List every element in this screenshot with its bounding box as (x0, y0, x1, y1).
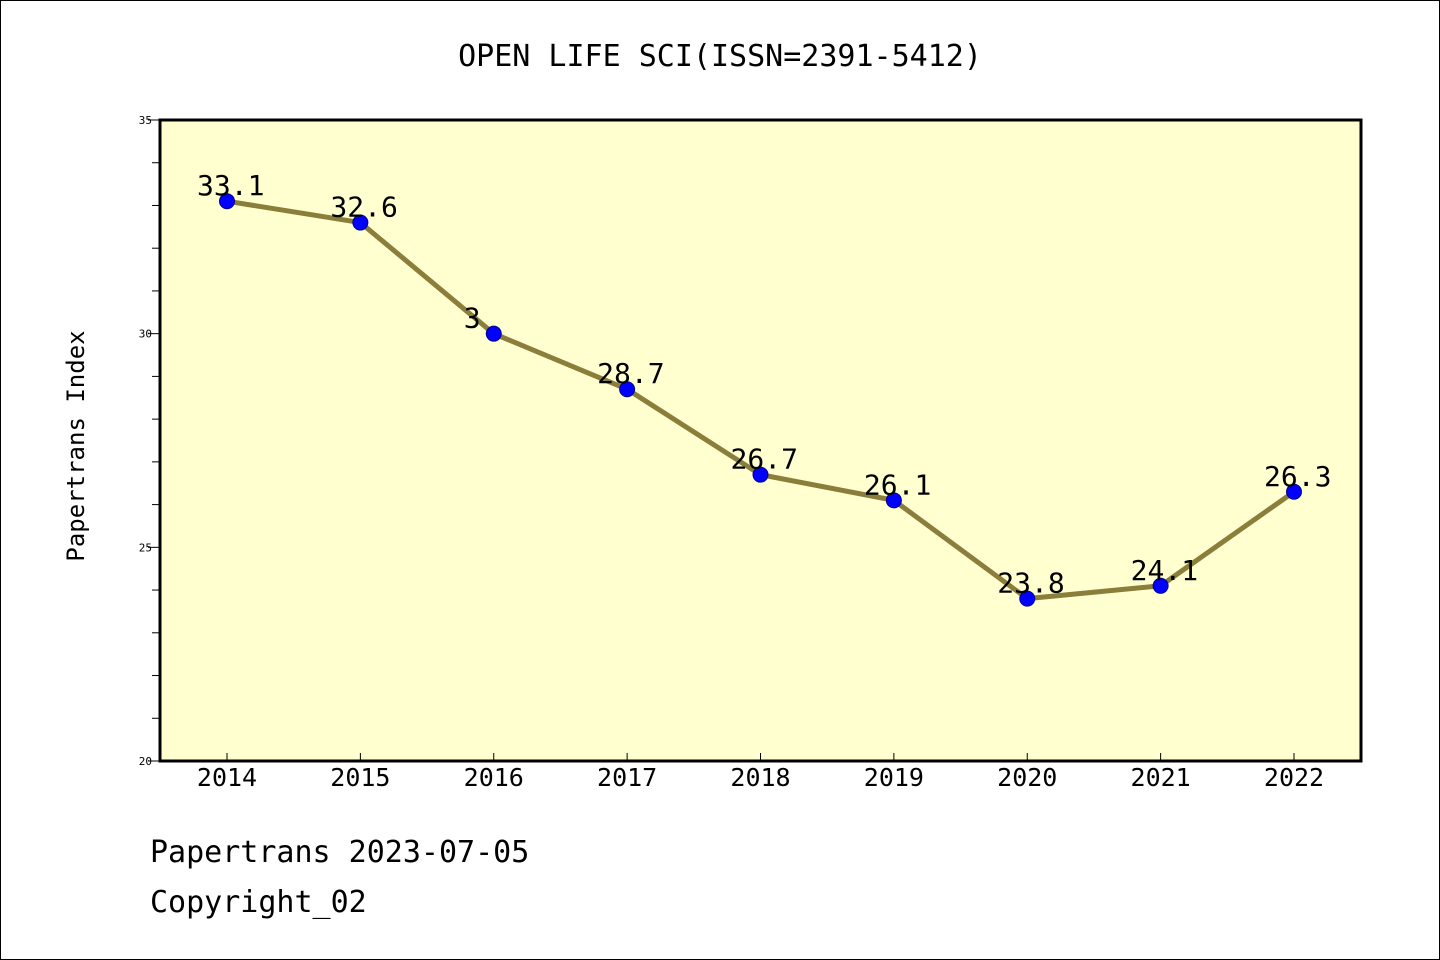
data-point (1019, 590, 1036, 607)
data-label: 33.1 (197, 169, 264, 202)
x-tick-label: 2019 (864, 763, 924, 792)
x-tick-label: 2016 (464, 763, 524, 792)
data-point (1152, 577, 1169, 594)
x-tick-label: 2017 (597, 763, 657, 792)
x-tick-label: 2021 (1131, 763, 1191, 792)
data-point (485, 325, 502, 342)
y-tick-label: 30 (139, 328, 152, 341)
x-tick-label: 2014 (197, 763, 257, 792)
x-tick-label: 2018 (730, 763, 790, 792)
data-point (1286, 483, 1302, 500)
chart-title: OPEN LIFE SCI(ISSN=2391-5412) (458, 39, 982, 74)
data-point (885, 492, 902, 509)
data-label: 32.6 (330, 191, 397, 224)
footer-date: Papertrans 2023-07-05 (150, 835, 530, 870)
x-tick-label: 2015 (330, 763, 390, 792)
data-label: 26.1 (864, 468, 931, 501)
y-axis-label: Papertrans Index (62, 330, 90, 561)
y-axis: 20 25 30 35 (139, 114, 160, 768)
series-layer: 33.1 32.6 3 28.7 26.7 26.1 23.8 24.1 26.3 (197, 169, 1331, 607)
data-point (619, 381, 636, 398)
footer-copyright: Copyright_02 (150, 885, 367, 920)
data-label: 26.3 (1264, 460, 1331, 493)
data-point (352, 214, 369, 231)
data-label: 23.8 (997, 567, 1064, 600)
data-label: 28.7 (597, 357, 664, 390)
data-point (219, 193, 235, 210)
y-tick-label: 35 (139, 114, 152, 127)
x-axis: 2014 2015 2016 2017 2018 2019 2020 2021 2022 (197, 753, 1324, 792)
data-point (752, 466, 769, 483)
x-tick-label: 2020 (997, 763, 1057, 792)
data-label: 3 (464, 302, 481, 335)
y-tick-label: 25 (139, 541, 152, 554)
y-tick-label: 20 (139, 755, 152, 768)
x-tick-label: 2022 (1264, 763, 1324, 792)
data-label: 24.1 (1131, 554, 1198, 587)
data-label: 26.7 (731, 443, 798, 476)
